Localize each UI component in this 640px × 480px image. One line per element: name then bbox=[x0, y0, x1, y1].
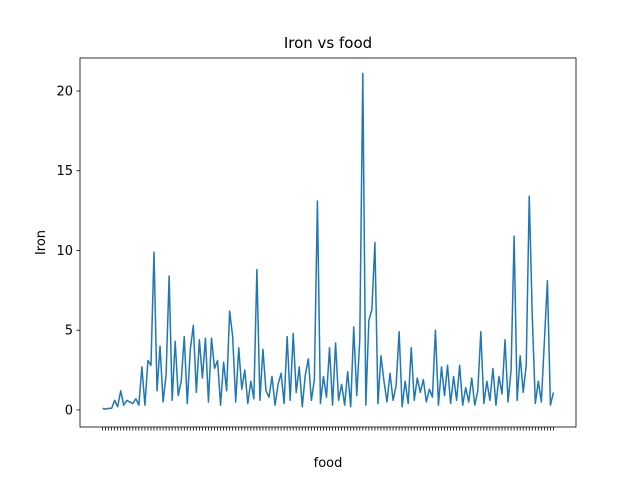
line-series bbox=[102, 72, 555, 410]
y-axis-label: Iron bbox=[34, 230, 49, 255]
y-tick-label: 10 bbox=[56, 244, 73, 259]
y-tick-label: 5 bbox=[65, 324, 73, 339]
x-axis-label: food bbox=[314, 456, 343, 471]
y-tick-label: 20 bbox=[56, 85, 73, 100]
y-tick-label: 0 bbox=[65, 403, 73, 418]
y-tick-label: 15 bbox=[56, 164, 73, 179]
chart-title: Iron vs food bbox=[284, 34, 372, 52]
plot-frame bbox=[79, 57, 577, 428]
